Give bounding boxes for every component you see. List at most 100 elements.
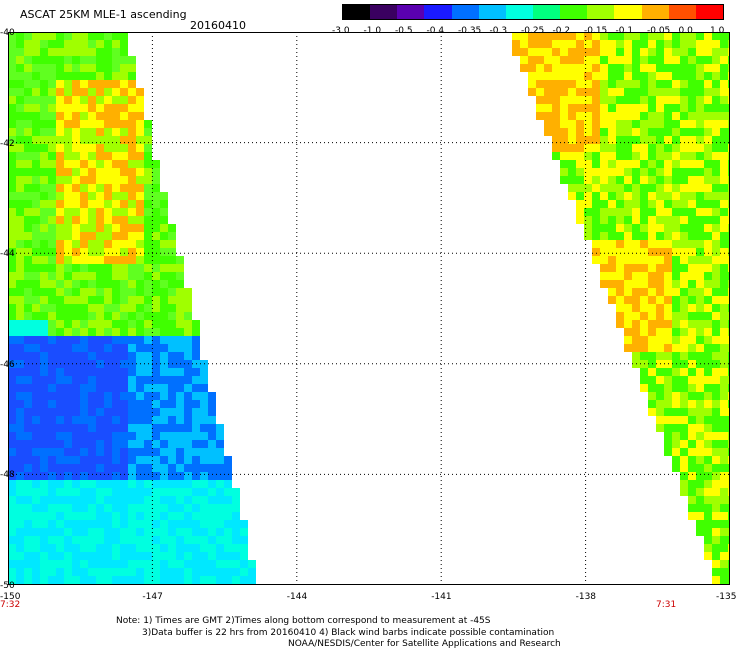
swath-cell <box>120 336 128 344</box>
swath-cell <box>696 472 704 480</box>
swath-cell <box>696 104 704 112</box>
swath-cell <box>648 184 656 192</box>
swath-cell <box>72 368 80 376</box>
swath-cell <box>656 272 664 280</box>
swath-cell <box>160 560 168 568</box>
swath-cell <box>656 424 664 432</box>
swath-cell <box>616 96 624 104</box>
swath-cell <box>88 128 96 136</box>
swath-cell <box>680 376 688 384</box>
swath-cell <box>136 496 144 504</box>
swath-cell <box>208 424 216 432</box>
swath-cell <box>88 256 96 264</box>
swath-cell <box>96 272 104 280</box>
swath-cell <box>16 544 24 552</box>
swath-cell <box>168 440 176 448</box>
swath-cell <box>688 488 696 496</box>
swath-cell <box>24 40 32 48</box>
swath-cell <box>640 168 648 176</box>
swath-cell <box>120 72 128 80</box>
swath-cell <box>608 232 616 240</box>
swath-cell <box>80 232 88 240</box>
swath-cell <box>72 536 80 544</box>
swath-cell <box>104 272 112 280</box>
swath-cell <box>712 272 720 280</box>
swath-cell <box>136 392 144 400</box>
swath-cell <box>600 208 608 216</box>
swath-cell <box>184 312 192 320</box>
swath-cell <box>240 520 248 528</box>
swath-cell <box>72 240 80 248</box>
swath-cell <box>96 160 104 168</box>
swath-cell <box>584 32 592 40</box>
swath-cell <box>72 32 80 40</box>
swath-cell <box>664 448 672 456</box>
swath-cell <box>8 344 16 352</box>
swath-cell <box>56 144 64 152</box>
swath-cell <box>544 88 552 96</box>
swath-cell <box>160 408 168 416</box>
swath-cell <box>200 432 208 440</box>
swath-cell <box>528 32 536 40</box>
swath-cell <box>632 192 640 200</box>
swath-cell <box>640 184 648 192</box>
swath-cell <box>664 232 672 240</box>
swath-cell <box>112 48 120 56</box>
swath-cell <box>112 344 120 352</box>
swath-cell <box>48 368 56 376</box>
swath-cell <box>688 368 696 376</box>
swath-cell <box>96 544 104 552</box>
swath-cell <box>24 240 32 248</box>
swath-cell <box>624 72 632 80</box>
swath-cell <box>584 144 592 152</box>
swath-cell <box>672 56 680 64</box>
swath-cell <box>88 320 96 328</box>
swath-cell <box>640 32 648 40</box>
swath-cell <box>600 248 608 256</box>
swath-cell <box>712 288 720 296</box>
swath-cell <box>600 280 608 288</box>
swath-cell <box>16 136 24 144</box>
swath-cell <box>40 312 48 320</box>
swath-cell <box>112 416 120 424</box>
swath-cell <box>152 320 160 328</box>
swath-cell <box>576 40 584 48</box>
swath-cell <box>96 560 104 568</box>
swath-cell <box>128 104 136 112</box>
swath-cell <box>56 200 64 208</box>
swath-cell <box>704 472 712 480</box>
swath-cell <box>616 288 624 296</box>
swath-cell <box>600 152 608 160</box>
swath-cell <box>24 320 32 328</box>
swath-cell <box>240 544 248 552</box>
swath-cell <box>544 48 552 56</box>
swath-cell <box>192 504 200 512</box>
swath-cell <box>600 216 608 224</box>
swath-cell <box>8 440 16 448</box>
swath-cell <box>16 40 24 48</box>
swath-cell <box>128 88 136 96</box>
swath-cell <box>608 56 616 64</box>
swath-cell <box>136 480 144 488</box>
swath-cell <box>48 416 56 424</box>
swath-cell <box>640 352 648 360</box>
swath-cell <box>680 232 688 240</box>
swath-cell <box>536 48 544 56</box>
swath-cell <box>696 56 704 64</box>
swath-cell <box>720 456 728 464</box>
swath-cell <box>104 488 112 496</box>
swath-cell <box>40 416 48 424</box>
swath-cell <box>40 128 48 136</box>
swath-cell <box>552 56 560 64</box>
swath-cell <box>104 544 112 552</box>
swath-cell <box>16 128 24 136</box>
swath-cell <box>664 200 672 208</box>
swath-cell <box>136 264 144 272</box>
swath-cell <box>656 64 664 72</box>
swath-cell <box>56 216 64 224</box>
swath-cell <box>720 192 728 200</box>
swath-cell <box>592 256 600 264</box>
swath-cell <box>184 472 192 480</box>
swath-cell <box>536 96 544 104</box>
swath-cell <box>704 448 712 456</box>
